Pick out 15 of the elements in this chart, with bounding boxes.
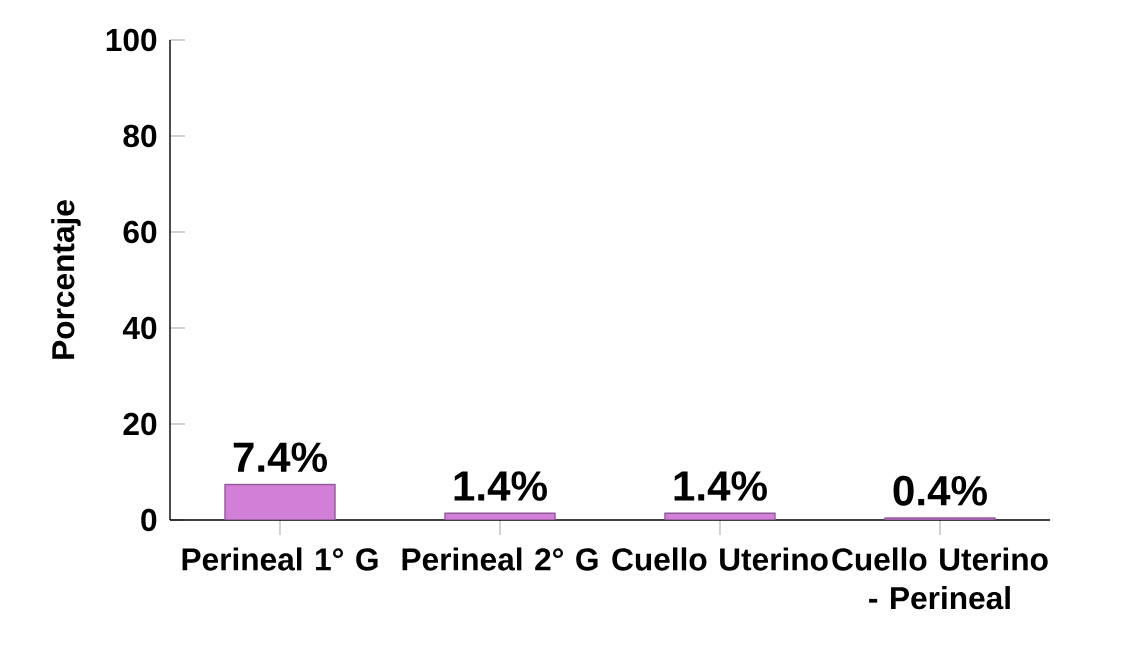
x-tick-label: Perineal 1° G xyxy=(182,547,378,571)
y-tick-label: 20 xyxy=(123,412,157,436)
x-tick-label: Cuello Uterino - Perineal xyxy=(832,547,1048,610)
y-tick-label: 40 xyxy=(122,316,157,340)
y-tick-label: 60 xyxy=(123,220,157,244)
data-label: 1.4% xyxy=(674,471,767,501)
data-label: 7.4% xyxy=(233,442,327,473)
x-tick-label: Perineal 2° G xyxy=(402,547,598,571)
y-tick-label: 80 xyxy=(123,124,157,148)
x-tick-label: Cuello Uterino xyxy=(612,547,828,571)
data-label: 0.4% xyxy=(893,475,987,506)
y-tick-label: 0 xyxy=(141,508,157,532)
y-tick-label: 100 xyxy=(106,28,157,52)
data-label: 1.4% xyxy=(454,471,547,501)
y-axis-title: Porcentaje xyxy=(51,200,81,359)
